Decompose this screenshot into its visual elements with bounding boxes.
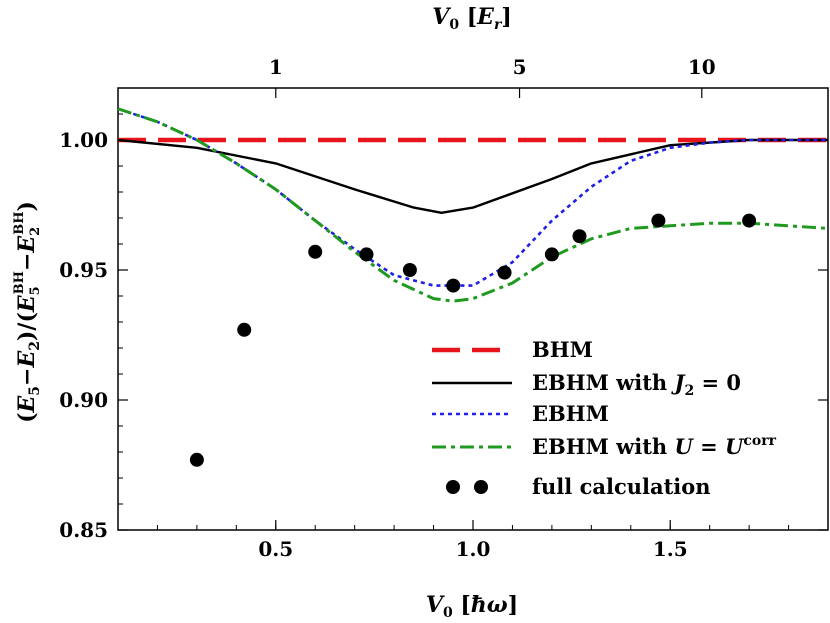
x-tick-label: 1.0 bbox=[456, 537, 491, 561]
legend-label: EBHM bbox=[532, 401, 609, 426]
legend-label: EBHM with J2 = 0 bbox=[532, 370, 741, 399]
series-line-dotted bbox=[117, 107, 828, 287]
full-calculation-point bbox=[742, 213, 757, 228]
full-calculation-point bbox=[446, 278, 461, 293]
legend-label: EBHM with U = Ucorr bbox=[532, 433, 777, 459]
full-calculation-point bbox=[359, 247, 374, 262]
full-calculation-point bbox=[497, 265, 512, 280]
y-tick-label: 0.90 bbox=[59, 388, 108, 412]
full-calculation-point bbox=[308, 244, 323, 259]
y-axis-title: (E5−E2)/(E5BH−E2BH) bbox=[12, 201, 43, 423]
x2-tick-label: 10 bbox=[688, 55, 716, 79]
full-calculation-point bbox=[402, 263, 417, 277]
x2-tick-label: 1 bbox=[269, 55, 283, 79]
y-tick-label: 0.85 bbox=[59, 518, 108, 542]
full-calculation-point bbox=[237, 322, 252, 337]
full-calculation-point bbox=[651, 213, 666, 228]
y-tick-label: 1.00 bbox=[59, 128, 108, 152]
full-calculation-point bbox=[544, 247, 559, 262]
full-calculation-point bbox=[572, 229, 587, 244]
legend-label: full calculation bbox=[532, 474, 711, 499]
legend-marker bbox=[474, 480, 488, 494]
legend-marker bbox=[446, 480, 460, 494]
x-tick-label: 1.5 bbox=[653, 537, 688, 561]
x2-tick-label: 5 bbox=[513, 55, 527, 79]
x-axis-title: V0 [ħω] bbox=[426, 592, 518, 621]
series-line-solid bbox=[117, 138, 828, 215]
y-tick-label: 0.95 bbox=[59, 258, 108, 282]
x2-axis-title: V0 [Er] bbox=[432, 4, 512, 33]
legend-label: BHM bbox=[532, 337, 593, 362]
series-layer bbox=[117, 107, 829, 467]
full-calculation-point bbox=[189, 452, 204, 467]
ticks: 0.5 1.0 1.5 0.85 0.90 0.95 1.00 1 5 10 bbox=[59, 55, 829, 561]
series-line-dashdot bbox=[117, 107, 829, 303]
x-tick-label: 0.5 bbox=[258, 537, 293, 561]
